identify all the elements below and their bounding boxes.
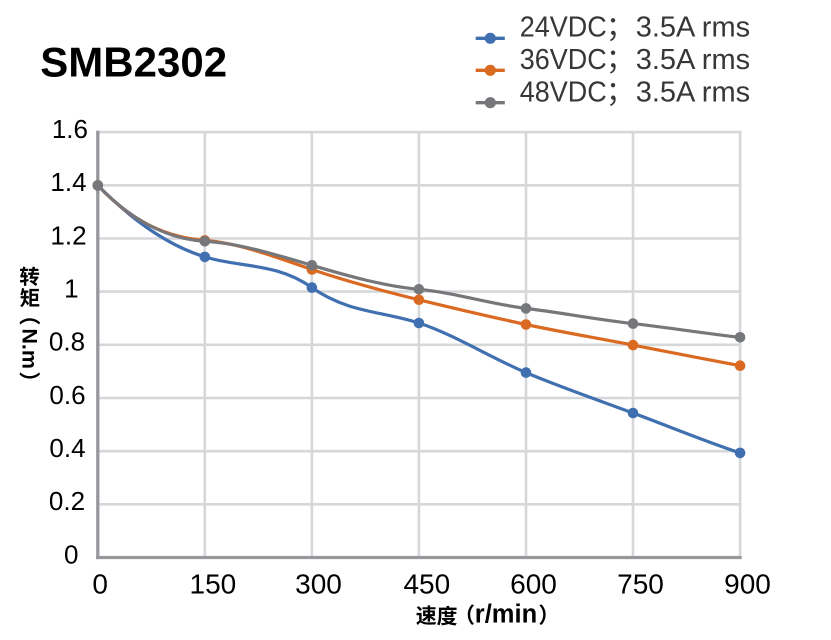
svg-text:0.8: 0.8 [49,327,85,357]
svg-text:150: 150 [190,569,237,600]
svg-text:900: 900 [724,569,771,600]
svg-text:SMB2302: SMB2302 [40,38,227,85]
svg-text:1: 1 [64,274,78,304]
svg-text:1.6: 1.6 [52,114,88,144]
svg-text:750: 750 [617,569,664,600]
svg-text:36VDC: 36VDC [520,44,607,76]
svg-text:3.5A rms: 3.5A rms [636,44,750,76]
svg-text:48VDC: 48VDC [520,76,607,108]
svg-text:300: 300 [295,569,342,600]
svg-text:0.2: 0.2 [49,486,85,516]
svg-text:r/min: r/min [475,601,537,629]
svg-text:1.4: 1.4 [50,167,86,197]
svg-text:N.m: N.m [17,328,41,369]
svg-text:1.2: 1.2 [50,220,86,250]
svg-text:450: 450 [403,569,450,600]
svg-text:0.4: 0.4 [49,433,85,463]
svg-text:24VDC: 24VDC [520,12,607,44]
svg-text:0.6: 0.6 [49,380,85,410]
svg-text:3.5A rms: 3.5A rms [636,76,750,108]
svg-text:0: 0 [64,539,78,569]
svg-text:600: 600 [510,569,557,600]
svg-text:3.5A rms: 3.5A rms [636,12,750,44]
svg-text:0: 0 [92,569,108,600]
